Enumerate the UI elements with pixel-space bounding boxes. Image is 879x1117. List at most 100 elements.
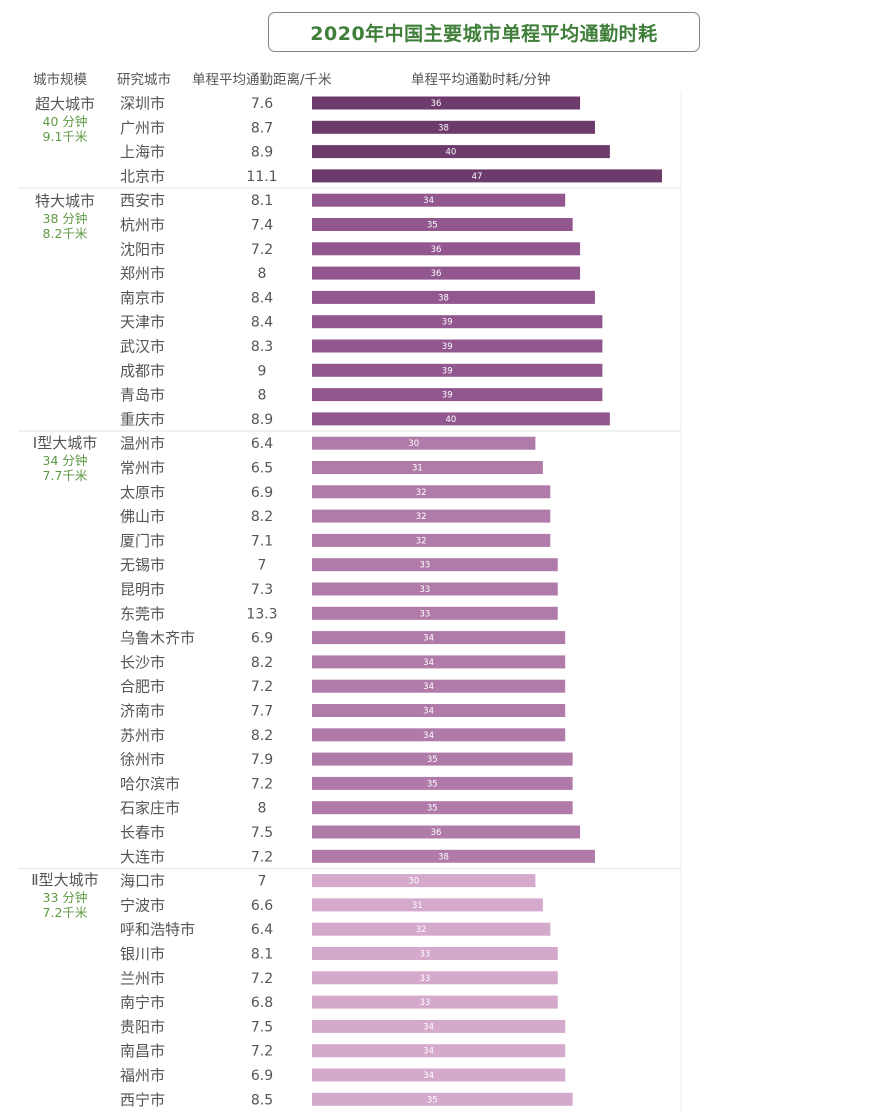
city-label: 青岛市 [120, 386, 165, 404]
city-label: 厦门市 [120, 532, 165, 550]
commute-time-bar [312, 96, 581, 110]
commute-time-label: 40 [446, 415, 457, 425]
commute-time-bar [312, 874, 536, 888]
commute-time-label: 33 [419, 561, 430, 571]
commute-time-label: 34 [423, 658, 434, 668]
distance-value: 8.5 [251, 1092, 273, 1108]
city-label: 乌鲁木齐市 [120, 629, 195, 647]
commute-time-label: 33 [419, 950, 430, 960]
group-avg-time: 34 分钟 [42, 453, 88, 468]
commute-time-label: 38 [438, 852, 449, 862]
city-label: 重庆市 [120, 410, 165, 428]
group-avg-time: 33 分钟 [42, 890, 88, 905]
city-label: 东莞市 [120, 605, 165, 623]
group-name: 超大城市 [34, 95, 95, 113]
commute-time-bar [312, 509, 551, 523]
commute-time-bar [312, 485, 551, 499]
commute-time-bar [312, 582, 558, 596]
commute-time-bar [312, 922, 551, 936]
city-label: 徐州市 [120, 751, 165, 769]
commute-time-label: 30 [408, 877, 419, 887]
commute-time-label: 33 [419, 998, 430, 1008]
city-label: 呼和浩特市 [120, 921, 195, 939]
city-label: 温州市 [120, 435, 165, 453]
city-label: 常州市 [120, 459, 165, 477]
distance-value: 8.9 [251, 412, 273, 428]
commute-time-label: 32 [416, 536, 427, 546]
header-city-scale: 城市规模 [33, 72, 87, 88]
distance-value: 7.5 [251, 825, 273, 841]
distance-value: 8.1 [251, 947, 273, 963]
city-label: 贵阳市 [120, 1018, 165, 1036]
commute-time-bar [312, 801, 573, 815]
city-label: 哈尔滨市 [120, 775, 180, 793]
commute-time-label: 31 [412, 464, 423, 474]
commute-time-label: 40 [446, 148, 457, 158]
commute-time-bar [312, 606, 558, 620]
commute-time-bar [312, 1092, 573, 1106]
commute-time-bar [312, 290, 595, 304]
commute-time-bar [312, 1068, 566, 1082]
distance-value: 8 [258, 266, 267, 282]
city-label: 郑州市 [120, 265, 165, 283]
commute-time-label: 33 [419, 585, 430, 595]
distance-value: 8.4 [251, 290, 273, 306]
commute-time-bar [312, 558, 558, 572]
commute-time-bar [312, 631, 566, 645]
city-label: 西安市 [120, 192, 165, 210]
header-commute-time: 单程平均通勤时耗/分钟 [411, 72, 551, 88]
commute-time-label: 32 [416, 925, 427, 935]
commute-time-bar [312, 218, 573, 231]
commute-time-bar [312, 849, 595, 863]
commute-time-bar [312, 752, 573, 766]
commute-time-bar [312, 679, 566, 693]
city-label: 大连市 [120, 848, 165, 866]
commute-time-bar [312, 1044, 566, 1058]
commute-time-bar [312, 898, 543, 912]
distance-value: 8.7 [251, 120, 273, 136]
distance-value: 8.2 [251, 509, 273, 525]
commute-time-bar [312, 169, 662, 183]
distance-value: 8.2 [251, 728, 273, 744]
city-label: 苏州市 [120, 726, 165, 744]
group-name: Ⅰ型大城市 [32, 434, 98, 452]
distance-value: 8 [258, 388, 267, 404]
commute-time-bar [312, 728, 566, 742]
city-label: 广州市 [120, 119, 165, 137]
header-distance: 单程平均通勤距离/千米 [192, 72, 332, 88]
commute-time-label: 34 [423, 682, 434, 692]
distance-value: 7.2 [251, 1044, 273, 1060]
distance-value: 7.2 [251, 679, 273, 695]
city-label: 成都市 [120, 362, 165, 380]
commute-time-bar [312, 776, 573, 790]
commute-time-bar [312, 363, 603, 377]
city-label: 海口市 [120, 872, 165, 890]
chart-title: 2020年中国主要城市单程平均通勤时耗 [268, 12, 700, 52]
distance-value: 7.2 [251, 776, 273, 792]
city-label: 合肥市 [120, 678, 165, 696]
group-label-type-1-large: Ⅰ型大城市 34 分钟 7.7千米 [17, 432, 113, 483]
group-label-type-2-large: Ⅱ型大城市 33 分钟 7.2千米 [17, 869, 113, 920]
distance-value: 7.5 [251, 1019, 273, 1035]
commute-time-bar [312, 436, 536, 450]
commute-time-bar [312, 995, 558, 1009]
city-label: 石家庄市 [120, 799, 180, 817]
city-label: 银川市 [120, 945, 165, 963]
group-avg-distance: 7.2千米 [42, 905, 88, 920]
commute-time-label: 34 [423, 1047, 434, 1057]
commute-time-bar [312, 533, 551, 547]
commute-time-label: 32 [416, 488, 427, 498]
distance-value: 8.9 [251, 145, 273, 161]
city-label: 长沙市 [120, 653, 165, 671]
distance-value: 7.4 [251, 218, 273, 234]
city-label: 佛山市 [120, 508, 165, 526]
commute-time-bar [312, 339, 603, 353]
distance-value: 6.9 [251, 631, 273, 647]
distance-value: 7.2 [251, 242, 273, 258]
city-label: 上海市 [120, 143, 165, 161]
distance-value: 7 [258, 874, 267, 890]
commute-time-label: 39 [442, 342, 453, 352]
distance-value: 6.5 [251, 461, 273, 477]
group-label-super-large: 超大城市 40 分钟 9.1千米 [20, 93, 110, 144]
city-label: 天津市 [120, 313, 165, 331]
